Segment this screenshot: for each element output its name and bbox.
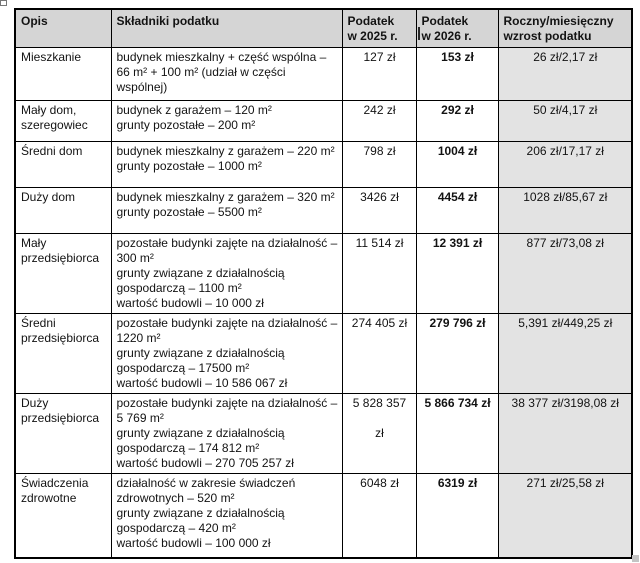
header-skladniki-podatku[interactable]: Składniki podatku bbox=[110, 8, 343, 48]
cell-tax-2025[interactable]: 274 405 zł bbox=[341, 312, 417, 394]
cell-opis[interactable]: Mieszkanie bbox=[14, 46, 112, 101]
cell-skladniki[interactable]: działalność w zakresie świadczeń zdrowot… bbox=[110, 472, 343, 559]
cell-opis[interactable]: Duży przedsiębiorca bbox=[14, 392, 112, 474]
cell-skladniki[interactable]: budynek mieszkalny z garażem – 320 m² gr… bbox=[110, 186, 343, 234]
cell-wzrost[interactable]: 26 zł/2,17 zł bbox=[497, 46, 633, 101]
header-wzrost-podatku[interactable]: Roczny/miesięczny wzrost podatku bbox=[497, 8, 633, 48]
cell-wzrost[interactable]: 50 zł/4,17 zł bbox=[497, 99, 633, 142]
table-row-maly-dom: Mały dom, szeregowiec budynek z garażem … bbox=[14, 99, 633, 142]
cell-tax-2026[interactable]: 4454 zł bbox=[415, 186, 499, 234]
table-resize-handle-icon[interactable] bbox=[632, 555, 639, 562]
cell-wzrost[interactable]: 206 zł/17,17 zł bbox=[497, 140, 633, 188]
text-cursor-caret bbox=[418, 27, 420, 40]
cell-tax-2025[interactable]: 5 828 357 zł bbox=[341, 392, 417, 474]
cell-tax-2026[interactable]: 292 zł bbox=[415, 99, 499, 142]
cell-tax-2026[interactable]: 153 zł bbox=[415, 46, 499, 101]
header-opis[interactable]: Opis bbox=[14, 8, 112, 48]
cell-tax-2025[interactable]: 6048 zł bbox=[341, 472, 417, 559]
cell-skladniki[interactable]: budynek mieszkalny + część wspólna – 66 … bbox=[110, 46, 343, 101]
table-row-sredni-dom: Średni dom budynek mieszkalny z garażem … bbox=[14, 140, 633, 188]
table-row-duzy-przedsiebiorca: Duży przedsiębiorca pozostałe budynki za… bbox=[14, 392, 633, 474]
cell-tax-2026[interactable]: 12 391 zł bbox=[415, 232, 499, 314]
cell-wzrost[interactable]: 1028 zł/85,67 zł bbox=[497, 186, 633, 234]
cell-tax-2025[interactable]: 11 514 zł bbox=[341, 232, 417, 314]
cell-wzrost[interactable]: 877 zł/73,08 zł bbox=[497, 232, 633, 314]
table-row-sredni-przedsiebiorca: Średni przedsiębiorca pozostałe budynki … bbox=[14, 312, 633, 394]
cell-tax-2026[interactable]: 279 796 zł bbox=[415, 312, 499, 394]
table-row-maly-przedsiebiorca: Mały przedsiębiorca pozostałe budynki za… bbox=[14, 232, 633, 314]
header-podatek-2025[interactable]: Podatek w 2025 r. bbox=[341, 8, 417, 48]
table-header-row: Opis Składniki podatku Podatek w 2025 r.… bbox=[14, 8, 633, 48]
cell-opis[interactable]: Mały dom, szeregowiec bbox=[14, 99, 112, 142]
cell-tax-2026[interactable]: 6319 zł bbox=[415, 472, 499, 559]
cell-opis[interactable]: Mały przedsiębiorca bbox=[14, 232, 112, 314]
cell-wzrost[interactable]: 38 377 zł/3198,08 zł bbox=[497, 392, 633, 474]
cell-opis[interactable]: Świadczenia zdrowotne bbox=[14, 472, 112, 559]
cell-skladniki[interactable]: budynek mieszkalny z garażem – 220 m² gr… bbox=[110, 140, 343, 188]
cell-skladniki[interactable]: pozostałe budynki zajęte na działalność … bbox=[110, 312, 343, 394]
table-row-duzy-dom: Duży dom budynek mieszkalny z garażem – … bbox=[14, 186, 633, 234]
cell-opis[interactable]: Duży dom bbox=[14, 186, 112, 234]
header-podatek-2026[interactable]: Podatek w 2026 r. bbox=[415, 8, 499, 48]
cell-tax-2025[interactable]: 127 zł bbox=[341, 46, 417, 101]
cell-skladniki[interactable]: pozostałe budynki zajęte na działalność … bbox=[110, 232, 343, 314]
cell-tax-2025[interactable]: 242 zł bbox=[341, 99, 417, 142]
cell-tax-2025[interactable]: 798 zł bbox=[341, 140, 417, 188]
table-move-handle-icon[interactable] bbox=[0, 0, 7, 6]
cell-skladniki[interactable]: budynek z garażem – 120 m² grunty pozost… bbox=[110, 99, 343, 142]
cell-tax-2026[interactable]: 5 866 734 zł bbox=[415, 392, 499, 474]
cell-opis[interactable]: Średni przedsiębiorca bbox=[14, 312, 112, 394]
table-row-swiadczenia-zdrowotne: Świadczenia zdrowotne działalność w zakr… bbox=[14, 472, 633, 559]
cell-wzrost[interactable]: 271 zł/25,58 zł bbox=[497, 472, 633, 559]
cell-skladniki[interactable]: pozostałe budynki zajęte na działalność … bbox=[110, 392, 343, 474]
tax-comparison-table: Opis Składniki podatku Podatek w 2025 r.… bbox=[14, 8, 633, 559]
table-row-mieszkanie: Mieszkanie budynek mieszkalny + część ws… bbox=[14, 46, 633, 101]
cell-tax-2025[interactable]: 3426 zł bbox=[341, 186, 417, 234]
cell-opis[interactable]: Średni dom bbox=[14, 140, 112, 188]
cell-tax-2026[interactable]: 1004 zł bbox=[415, 140, 499, 188]
cell-wzrost[interactable]: 5,391 zł/449,25 zł bbox=[497, 312, 633, 394]
